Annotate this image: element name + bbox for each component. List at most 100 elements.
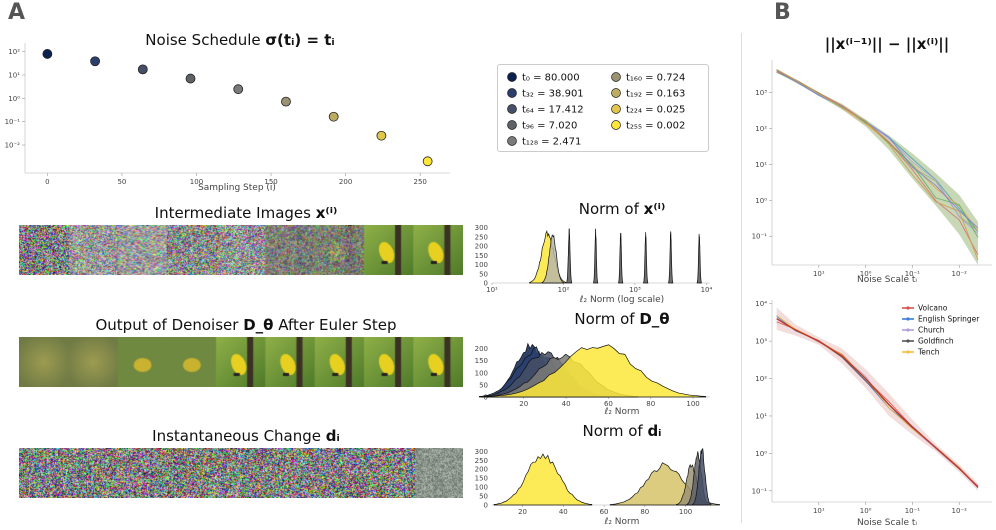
schedule-point bbox=[42, 49, 53, 59]
hist-ytick: 200 bbox=[475, 345, 488, 353]
legend-label: t₀ = 80.000 bbox=[522, 73, 580, 84]
intermediate-images-title-text: Intermediate Images bbox=[155, 204, 316, 222]
hist-series bbox=[668, 231, 674, 284]
schedule-xtick: 250 bbox=[413, 178, 426, 186]
legend-marker bbox=[611, 88, 621, 98]
b-ytick: 10³ bbox=[755, 89, 767, 97]
hist-series bbox=[489, 344, 707, 398]
timestep-legend: t₀ = 80.000 t₃₂ = 38.901 t₆₄ = 17.412 t₉₆ =… bbox=[497, 64, 709, 152]
b-ytick: 10² bbox=[755, 375, 767, 383]
schedule-point bbox=[281, 96, 291, 107]
norm-d-xlabel: ℓ₂ Norm bbox=[604, 407, 640, 417]
b-xtick: 10¹ bbox=[813, 270, 825, 278]
legend-label: t₃₂ = 38.901 bbox=[522, 89, 584, 100]
norm-difference-xlabel: Noise Scale tᵢ bbox=[857, 275, 917, 285]
legend-label: t₂₂₄ = 0.025 bbox=[626, 105, 685, 116]
hist-series bbox=[541, 234, 564, 284]
hist-series bbox=[566, 228, 573, 284]
legend-marker bbox=[507, 136, 517, 146]
hist-ytick: 0 bbox=[484, 280, 488, 288]
hist-xtick: 60 bbox=[600, 508, 609, 516]
norm-x-xlabel: ℓ₂ Norm (log scale) bbox=[579, 295, 664, 305]
b-xtick: 10⁰ bbox=[860, 507, 872, 515]
hist-ytick: 150 bbox=[475, 357, 488, 365]
b-legend-marker bbox=[906, 328, 910, 332]
noise-schedule-title: Noise Schedule σ(tᵢ) = tᵢ bbox=[145, 31, 334, 49]
hist-series bbox=[643, 232, 649, 284]
norm-x-title-math: x⁽ⁱ⁾ bbox=[644, 200, 666, 218]
b-ytick: 10¹ bbox=[755, 161, 767, 169]
norm-d-histogram: Norm of D_θ ℓ₂ Norm 200 150 100 50 0 20 40 60 80… bbox=[475, 310, 710, 417]
norm-d-title-math: D_θ bbox=[639, 310, 669, 328]
panel-label-a: A bbox=[8, 0, 26, 25]
hist-series bbox=[593, 228, 599, 284]
b-ytick: 10¹ bbox=[755, 412, 767, 420]
b-xtick: 10⁻² bbox=[952, 270, 968, 278]
schedule-ytick: 10⁻¹ bbox=[5, 118, 21, 126]
hist-xtick: 10² bbox=[558, 286, 570, 294]
b-xtick: 10⁻² bbox=[952, 507, 968, 515]
legend-marker bbox=[507, 120, 517, 130]
b-ytick: 10² bbox=[755, 125, 767, 133]
schedule-xtick: 50 bbox=[117, 178, 126, 186]
hist-series bbox=[493, 453, 593, 506]
norm-difference-title: ||x⁽ⁱ⁻¹⁾|| − ||x⁽ⁱ⁾|| bbox=[825, 35, 950, 54]
class-norm-difference-chart: Noise Scale tᵢ Volcano English Springer Ch… bbox=[752, 300, 992, 528]
b-ytick: 10⁻¹ bbox=[752, 233, 768, 241]
b-series-line bbox=[776, 71, 979, 256]
legend-label: t₂₅₅ = 0.002 bbox=[626, 121, 685, 132]
norm-di-title-text: Norm of bbox=[583, 422, 648, 440]
schedule-xtick: 150 bbox=[264, 178, 277, 186]
schedule-point bbox=[137, 64, 148, 75]
schedule-point bbox=[185, 73, 196, 84]
schedule-xtick: 200 bbox=[339, 178, 352, 186]
intermediate-images-title: Intermediate Images x⁽ⁱ⁾ bbox=[155, 204, 338, 222]
schedule-xtick: 100 bbox=[190, 178, 203, 186]
hist-ytick: 50 bbox=[479, 381, 488, 389]
b-band bbox=[776, 68, 978, 265]
hist-ytick: 100 bbox=[475, 369, 488, 377]
norm-d-title-text: Norm of bbox=[574, 310, 639, 328]
instantaneous-change-strip bbox=[19, 448, 463, 498]
panel-b-divider bbox=[741, 33, 742, 523]
norm-x-title: Norm of x⁽ⁱ⁾ bbox=[579, 200, 666, 218]
norm-di-xlabel: ℓ₂ Norm bbox=[604, 517, 640, 527]
b-mean-line bbox=[776, 318, 979, 488]
hist-series bbox=[696, 233, 702, 284]
intermediate-images-strip bbox=[19, 225, 463, 275]
b-legend-label: Volcano bbox=[918, 304, 948, 313]
denoiser-output-title-suffix: After Euler Step bbox=[273, 316, 396, 334]
hist-xtick: 10⁴ bbox=[701, 286, 713, 294]
legend-marker bbox=[507, 104, 517, 114]
hist-xtick: 60 bbox=[604, 400, 613, 408]
hist-ytick: 250 bbox=[475, 457, 488, 465]
hist-ytick: 150 bbox=[475, 252, 488, 260]
legend-label: t₁₆₀ = 0.724 bbox=[626, 73, 685, 84]
hist-xtick: 80 bbox=[640, 508, 649, 516]
b-legend-label: Tench bbox=[917, 348, 940, 357]
b-series-line bbox=[776, 70, 979, 229]
legend-marker bbox=[611, 72, 621, 82]
instantaneous-change-title-text: Instantaneous Change bbox=[152, 427, 326, 445]
legend-marker bbox=[611, 120, 621, 130]
norm-d-title: Norm of D_θ bbox=[574, 310, 669, 328]
b-xtick: 10⁰ bbox=[860, 270, 872, 278]
hist-ytick: 300 bbox=[475, 448, 488, 456]
b-legend-label: English Springer bbox=[918, 315, 980, 324]
b-legend-marker bbox=[906, 339, 910, 343]
hist-ytick: 300 bbox=[475, 224, 488, 232]
noise-schedule-xlabel: Sampling Step (i) bbox=[198, 183, 276, 193]
denoiser-output-title-text: Output of Denoiser bbox=[95, 316, 243, 334]
hist-ytick: 50 bbox=[479, 493, 488, 501]
b-xtick: 10¹ bbox=[813, 507, 825, 515]
norm-difference-chart: ||x⁽ⁱ⁻¹⁾|| − ||x⁽ⁱ⁾|| Noise Scale tᵢ 10³… bbox=[752, 35, 992, 285]
schedule-point bbox=[422, 156, 433, 167]
schedule-ytick: 10⁰ bbox=[8, 95, 20, 103]
legend-label: t₆₄ = 17.412 bbox=[522, 105, 584, 116]
norm-di-title: Norm of dᵢ bbox=[583, 422, 662, 440]
hist-xtick: 10³ bbox=[629, 286, 641, 294]
panel-label-b: B bbox=[774, 0, 791, 25]
hist-series bbox=[618, 232, 624, 284]
